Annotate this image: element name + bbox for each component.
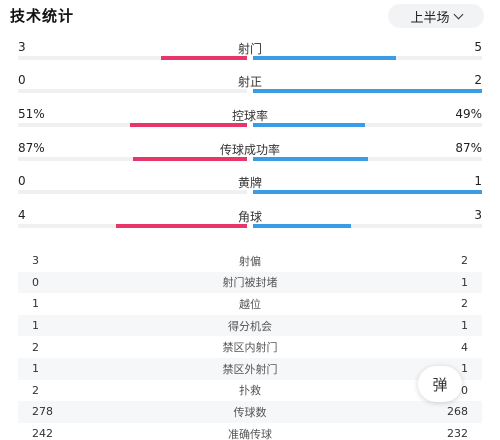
home-bar-track (18, 56, 247, 60)
home-value: 2 (32, 340, 39, 354)
home-bar-track (18, 123, 247, 127)
away-value: 2 (461, 297, 468, 311)
home-bar-track (18, 224, 247, 228)
period-label: 上半场 (410, 10, 450, 26)
danmaku-button[interactable]: 弹 (418, 366, 462, 402)
stat-name: 射门被封堵 (222, 276, 278, 290)
stats-header: 技术统计 上半场 (0, 0, 500, 32)
home-bar (130, 123, 247, 127)
home-bar (161, 56, 247, 60)
home-value: 3 (32, 254, 39, 268)
away-value: 232 (447, 427, 468, 440)
away-value: 1 (461, 275, 468, 289)
away-bar-track (253, 157, 482, 161)
away-value: 1 (461, 319, 468, 333)
table-row: 2 扑救 0 (18, 380, 482, 402)
home-value: 1 (32, 297, 39, 311)
stat-name: 扑救 (239, 384, 261, 398)
home-value: 1 (32, 362, 39, 376)
away-bar (253, 123, 366, 127)
home-value: 2 (32, 383, 39, 397)
home-bar-track (18, 190, 247, 194)
stat-possession: 51% 控球率 49% (0, 107, 500, 141)
stats-table: 3 射偏 2 0 射门被封堵 1 1 越位 2 1 得分机会 1 2 禁区内射门… (18, 250, 482, 440)
stat-name: 射正 (237, 75, 262, 89)
period-dropdown[interactable]: 上半场 (388, 4, 484, 28)
table-row: 1 禁区外射门 1 (18, 357, 482, 380)
stat-name: 角球 (237, 210, 262, 224)
home-value: 51% (18, 107, 45, 121)
home-value: 1 (32, 319, 39, 333)
home-value: 278 (32, 405, 53, 419)
table-row: 3 射偏 2 (18, 250, 482, 272)
home-bar (116, 224, 247, 228)
stat-name: 传球数 (233, 405, 267, 419)
away-value: 2 (461, 254, 468, 268)
home-bar-track (18, 157, 247, 161)
table-row: 1 得分机会 1 (18, 314, 482, 337)
table-row: 242 准确传球 232 (18, 423, 482, 440)
stat-name: 得分机会 (228, 319, 272, 333)
away-bar (253, 190, 482, 194)
table-row: 2 禁区内射门 4 (18, 336, 482, 358)
stat-name: 黄牌 (237, 176, 262, 190)
home-value: 0 (32, 275, 39, 289)
away-bar-track (253, 224, 482, 228)
stat-shots: 3 射门 5 (0, 40, 500, 74)
away-value: 0 (461, 383, 468, 397)
stat-name: 越位 (239, 297, 261, 311)
stat-yellow-cards: 0 黄牌 1 (0, 174, 500, 208)
stat-name: 控球率 (231, 109, 268, 123)
table-row: 278 传球数 268 (18, 401, 482, 423)
stat-name: 准确传球 (228, 427, 272, 440)
away-bar-track (253, 190, 482, 194)
away-bar (253, 224, 352, 228)
away-bar (253, 56, 397, 60)
stat-name: 射偏 (239, 254, 261, 268)
home-value: 87% (18, 141, 45, 155)
stat-name: 传球成功率 (219, 143, 280, 157)
stat-shots-on-target: 0 射正 2 (0, 73, 500, 107)
away-value: 2 (474, 73, 482, 87)
home-bar-track (18, 89, 247, 93)
home-value: 0 (18, 73, 26, 87)
home-value: 4 (18, 208, 26, 222)
away-value: 5 (474, 40, 482, 54)
away-bar-track (253, 123, 482, 127)
table-row: 1 越位 2 (18, 293, 482, 315)
stat-corners: 4 角球 3 (0, 208, 500, 242)
away-value: 1 (474, 174, 482, 188)
home-value: 242 (32, 427, 53, 440)
stat-pass-accuracy: 87% 传球成功率 87% (0, 141, 500, 175)
away-bar (253, 157, 368, 161)
table-row: 0 射门被封堵 1 (18, 271, 482, 294)
stat-name: 射门 (237, 42, 262, 56)
stat-name: 禁区外射门 (222, 362, 278, 376)
home-bar (132, 157, 247, 161)
away-value: 49% (455, 107, 482, 121)
section-title: 技术统计 (10, 7, 75, 25)
home-value: 3 (18, 40, 26, 54)
away-bar (253, 89, 482, 93)
away-value: 4 (461, 340, 468, 354)
home-value: 0 (18, 174, 26, 188)
away-value: 3 (474, 208, 482, 222)
stat-name: 禁区内射门 (222, 341, 278, 355)
away-bar-track (253, 56, 482, 60)
away-value: 1 (461, 362, 468, 376)
away-value: 268 (447, 405, 468, 419)
away-value: 87% (455, 141, 482, 155)
away-bar-track (253, 89, 482, 93)
chevron-down-icon (453, 9, 463, 19)
